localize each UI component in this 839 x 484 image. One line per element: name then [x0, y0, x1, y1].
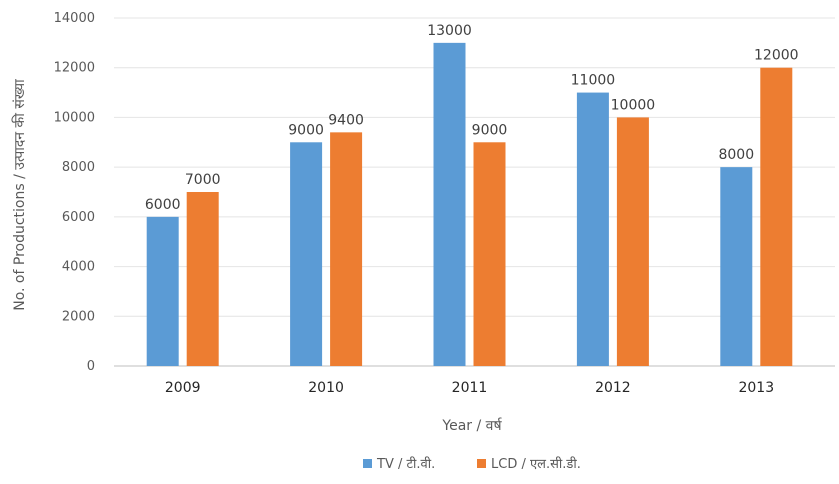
y-tick-label-4000: 4000 — [62, 260, 95, 275]
x-tick-label-2011: 2011 — [452, 380, 488, 396]
bar-tv-2009 — [146, 216, 179, 366]
legend: TV / टी.वी. LCD / एल.सी.डी. — [363, 456, 581, 472]
bars — [146, 42, 793, 367]
data-labels: 6000700090009400130009000110001000080001… — [145, 23, 799, 213]
legend-label-tv: TV / टी.वी. — [376, 456, 435, 472]
legend-swatch-tv — [363, 459, 372, 468]
data-label-lcd-2010: 9400 — [328, 112, 364, 128]
bar-lcd-2011 — [473, 142, 506, 366]
y-tick-label-10000: 10000 — [54, 110, 95, 125]
data-label-lcd-2009: 7000 — [185, 172, 221, 188]
data-label-tv-2012: 11000 — [571, 73, 616, 89]
x-tick-label-2010: 2010 — [308, 380, 344, 396]
bar-tv-2012 — [576, 92, 609, 367]
bar-tv-2011 — [433, 42, 466, 366]
x-axis-ticks: 2009 2010 2011 2012 2013 — [165, 380, 774, 396]
x-axis-title: Year / वर्ष — [441, 417, 502, 434]
bar-lcd-2010 — [330, 132, 363, 366]
y-tick-label-6000: 6000 — [62, 210, 95, 225]
y-tick-label-8000: 8000 — [62, 160, 95, 175]
y-tick-label-12000: 12000 — [54, 61, 95, 76]
data-label-tv-2010: 9000 — [288, 122, 324, 138]
y-axis-ticks: 0 2000 4000 6000 8000 10000 12000 14000 — [54, 11, 95, 374]
y-axis-title: No. of Productions / उत्पादन की संख्या — [11, 79, 28, 311]
x-tick-label-2013: 2013 — [738, 380, 774, 396]
x-tick-label-2012: 2012 — [595, 380, 631, 396]
y-tick-label-14000: 14000 — [54, 11, 95, 26]
bar-lcd-2009 — [186, 192, 219, 366]
data-label-tv-2011: 13000 — [427, 23, 472, 39]
bar-lcd-2013 — [760, 67, 793, 366]
y-tick-label-2000: 2000 — [62, 309, 95, 324]
data-label-lcd-2013: 12000 — [754, 48, 799, 64]
legend-swatch-lcd — [477, 459, 486, 468]
x-tick-label-2009: 2009 — [165, 380, 201, 396]
bar-tv-2010 — [290, 142, 323, 366]
data-label-lcd-2011: 9000 — [472, 122, 508, 138]
y-tick-label-0: 0 — [87, 359, 95, 374]
data-label-lcd-2012: 10000 — [611, 97, 656, 113]
legend-label-lcd: LCD / एल.सी.डी. — [491, 456, 581, 472]
data-label-tv-2009: 6000 — [145, 197, 181, 213]
bar-lcd-2012 — [616, 117, 649, 366]
bar-tv-2013 — [720, 167, 753, 366]
data-label-tv-2013: 8000 — [718, 147, 754, 163]
